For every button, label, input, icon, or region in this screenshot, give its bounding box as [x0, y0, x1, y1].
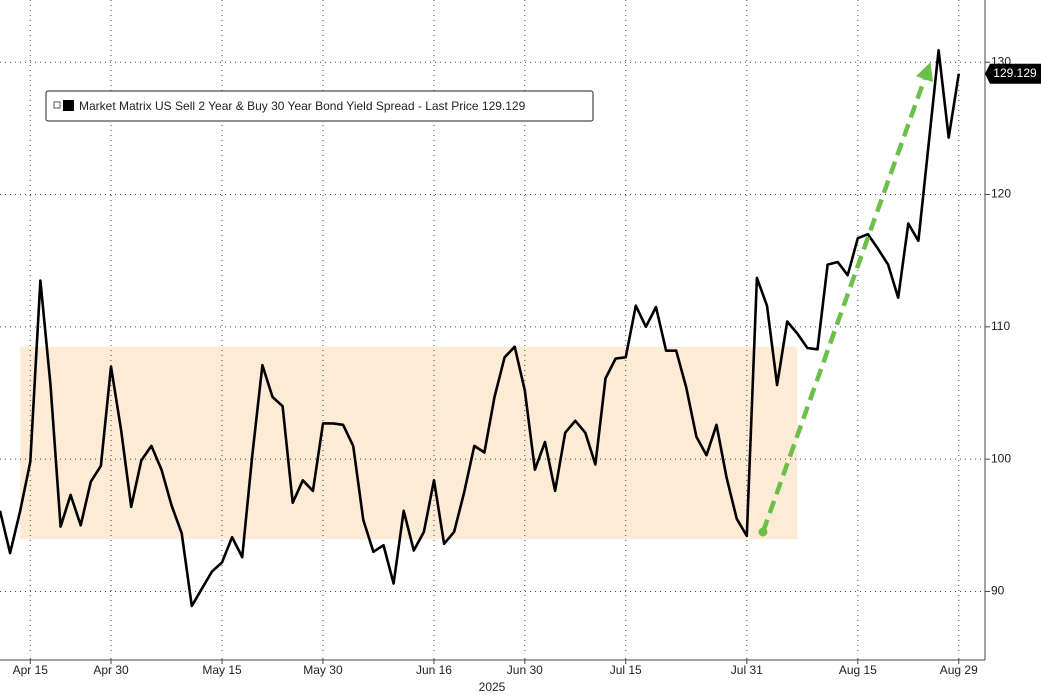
x-tick-label: Aug 29: [940, 663, 978, 677]
x-axis-label: 2025: [479, 680, 506, 694]
y-tick-label: 90: [991, 584, 1005, 598]
line-series: [0, 49, 961, 608]
price-tag: [985, 63, 1041, 84]
highlight-region: [20, 346, 798, 540]
legend-price-value: 129.129: [482, 99, 526, 113]
legend-text: Market Matrix US Sell 2 Year & Buy 30 Ye…: [79, 99, 526, 113]
x-tick-label: Apr 30: [93, 663, 129, 677]
x-tick-label: Aug 15: [839, 663, 877, 677]
legend-box: [45, 90, 594, 122]
x-tick-label: Apr 15: [13, 663, 49, 677]
y-tick-label: 100: [991, 451, 1011, 465]
y-tick-label: 110: [991, 319, 1010, 333]
legend: Market Matrix US Sell 2 Year & Buy 30 Ye…: [45, 90, 594, 122]
arrow-head: [915, 62, 933, 83]
y-tick-label: 120: [991, 187, 1011, 201]
arrow-start: [758, 527, 768, 537]
legend-price-label: - Last Price: [418, 99, 479, 113]
x-tick-label: Jul 31: [731, 663, 763, 677]
legend-toggle: [53, 101, 61, 109]
x-tick-label: Jun 30: [507, 663, 543, 677]
x-tick-label: May 30: [303, 663, 343, 677]
price-tag-label: 129.129: [993, 66, 1037, 80]
arrow-shaft: [760, 78, 927, 533]
x-tick-label: Jun 16: [416, 663, 452, 677]
legend-swatch: [63, 100, 74, 111]
legend-series-name: Market Matrix US Sell 2 Year & Buy 30 Ye…: [79, 99, 415, 113]
x-tick-label: May 15: [202, 663, 242, 677]
x-tick-label: Jul 15: [610, 663, 642, 677]
